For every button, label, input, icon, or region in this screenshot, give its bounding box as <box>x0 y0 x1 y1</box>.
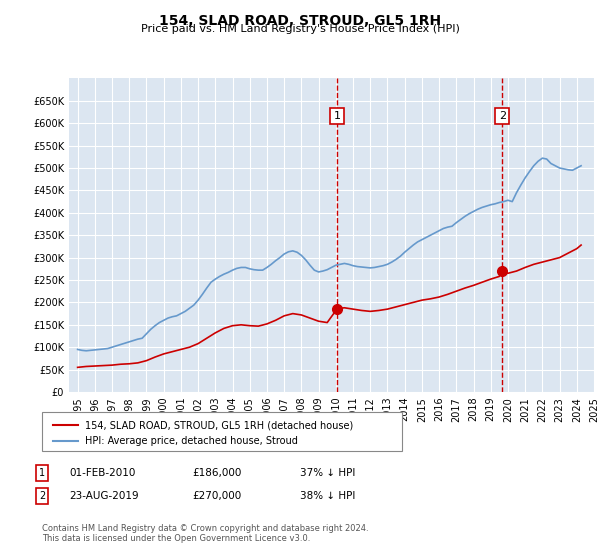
Text: 154, SLAD ROAD, STROUD, GL5 1RH (detached house): 154, SLAD ROAD, STROUD, GL5 1RH (detache… <box>85 421 353 430</box>
Text: 38% ↓ HPI: 38% ↓ HPI <box>300 491 355 501</box>
Text: £270,000: £270,000 <box>192 491 241 501</box>
Text: 2: 2 <box>499 111 506 121</box>
FancyBboxPatch shape <box>42 412 402 451</box>
Text: 01-FEB-2010: 01-FEB-2010 <box>69 468 136 478</box>
Text: 1: 1 <box>39 468 45 478</box>
Text: Contains HM Land Registry data © Crown copyright and database right 2024.
This d: Contains HM Land Registry data © Crown c… <box>42 524 368 543</box>
Text: 2: 2 <box>39 491 45 501</box>
Text: Price paid vs. HM Land Registry's House Price Index (HPI): Price paid vs. HM Land Registry's House … <box>140 24 460 34</box>
Text: HPI: Average price, detached house, Stroud: HPI: Average price, detached house, Stro… <box>85 436 298 446</box>
Text: 1: 1 <box>334 111 341 121</box>
Text: 37% ↓ HPI: 37% ↓ HPI <box>300 468 355 478</box>
Text: 23-AUG-2019: 23-AUG-2019 <box>69 491 139 501</box>
Text: £186,000: £186,000 <box>192 468 241 478</box>
Text: 154, SLAD ROAD, STROUD, GL5 1RH: 154, SLAD ROAD, STROUD, GL5 1RH <box>159 14 441 28</box>
